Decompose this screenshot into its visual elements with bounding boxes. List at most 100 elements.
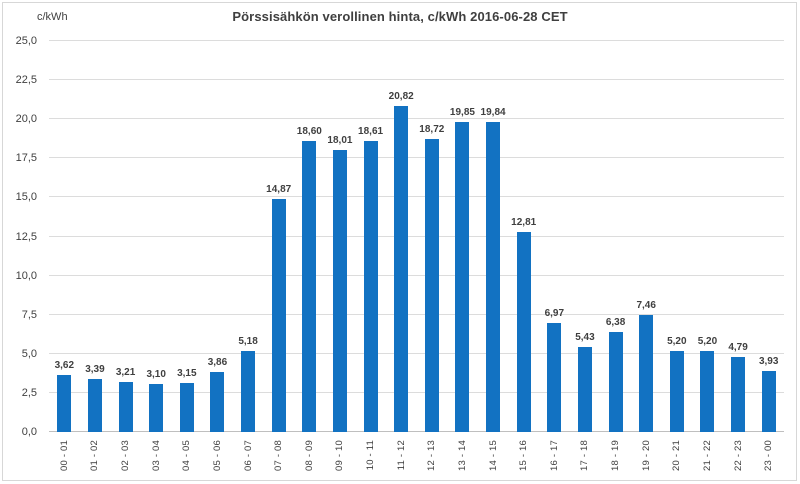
bar-value-label: 3,21 (115, 366, 136, 378)
bar-value-label: 6,38 (605, 317, 626, 329)
bar-slot: 18,60 (294, 41, 325, 432)
gridline (49, 352, 784, 354)
gridline (49, 40, 784, 41)
bar-value-label: 3,86 (207, 356, 228, 368)
plot-area: 3,62 3,39 3,21 3,10 3,15 3,86 5,18 14,87 18,60 18… (49, 40, 784, 432)
bar-value-label: 7,46 (636, 300, 656, 312)
bar-slot: 6,38 (600, 41, 631, 432)
x-tick-label: 06 - 07 (242, 440, 254, 471)
bar-slot: 3,39 (80, 41, 111, 432)
x-tick-cell: 13 - 14 (447, 440, 478, 476)
x-tick-cell: 00 - 01 (49, 440, 80, 476)
gridline (49, 235, 784, 237)
x-tick-cell: 19 - 20 (631, 440, 662, 476)
x-tick-cell: 03 - 04 (141, 440, 172, 476)
x-tick-label: 18 - 19 (610, 440, 622, 471)
bar-slot: 18,61 (355, 41, 386, 432)
gridline (49, 118, 784, 120)
x-tick-label: 00 - 01 (58, 440, 70, 471)
x-tick-cell: 22 - 23 (723, 440, 754, 476)
bar (731, 357, 746, 432)
bar-slot: 14,87 (263, 41, 294, 432)
bar-slot: 5,43 (570, 41, 601, 432)
x-axis-line (49, 431, 784, 432)
x-tick-cell: 16 - 17 (539, 440, 570, 476)
chart-title: Pörssisähkön verollinen hinta, c/kWh 201… (232, 9, 568, 24)
bar-value-label: 12,81 (511, 216, 537, 228)
bar-slot: 3,15 (172, 41, 203, 432)
gridline (49, 274, 784, 276)
x-tick-label: 16 - 17 (548, 440, 560, 471)
x-tick-cell: 23 - 00 (753, 440, 784, 476)
x-tick-label: 21 - 22 (701, 440, 713, 471)
x-tick-label: 23 - 00 (763, 440, 775, 471)
bar (363, 140, 378, 432)
x-tick-cell: 05 - 06 (202, 440, 233, 476)
bar-slot: 20,82 (386, 41, 417, 432)
y-tick-label: 0,0 (21, 426, 37, 438)
bar-value-label: 3,93 (758, 355, 779, 367)
x-tick-cell: 15 - 16 (508, 440, 539, 476)
bar-slot: 5,18 (233, 41, 264, 432)
bar-value-label: 19,85 (449, 106, 475, 118)
y-tick-label: 7,5 (21, 308, 37, 321)
bar (639, 315, 654, 432)
bar (608, 332, 623, 432)
bar-value-label: 3,62 (54, 360, 75, 372)
x-tick-label: 10 - 11 (365, 440, 377, 471)
x-tick-label: 01 - 02 (89, 440, 101, 471)
bar-slot: 3,93 (753, 41, 784, 432)
x-tick-cell: 18 - 19 (600, 440, 631, 476)
bar-slot: 3,10 (141, 41, 172, 432)
x-tick-cell: 09 - 10 (325, 440, 356, 476)
bar-slot: 5,20 (662, 41, 693, 432)
x-tick-label: 13 - 14 (456, 440, 468, 471)
x-tick-cell: 10 - 11 (355, 440, 386, 476)
x-tick-label: 22 - 23 (732, 440, 744, 471)
x-tick-label: 14 - 15 (487, 440, 499, 471)
bar-value-label: 18,61 (358, 125, 384, 137)
bar-slot: 4,79 (723, 41, 754, 432)
bar-slot: 18,72 (417, 41, 448, 432)
bar-slot: 7,46 (631, 41, 662, 432)
gridline (49, 79, 784, 81)
bar (179, 382, 194, 432)
y-tick-label: 25,0 (15, 35, 37, 47)
y-tick-label: 22,5 (15, 74, 37, 87)
x-tick-label: 02 - 03 (120, 440, 132, 471)
bar (516, 231, 531, 432)
bar (547, 323, 562, 432)
y-tick-label: 2,5 (21, 386, 37, 399)
gridline (49, 391, 784, 393)
bar-value-label: 5,18 (238, 336, 258, 347)
x-tick-cell: 20 - 21 (662, 440, 693, 476)
y-tick-label: 5,0 (21, 347, 37, 360)
x-tick-cell: 14 - 15 (478, 440, 509, 476)
x-tick-cell: 04 - 05 (172, 440, 203, 476)
bar-value-label: 6,97 (544, 308, 565, 319)
bar-slot: 19,84 (478, 41, 509, 432)
x-tick-cell: 07 - 08 (263, 440, 294, 476)
bar-slot: 6,97 (539, 41, 570, 432)
x-tick-label: 19 - 20 (640, 440, 652, 471)
bar-value-label: 5,43 (575, 332, 595, 344)
bar-slot: 18,01 (325, 41, 356, 432)
bar (332, 150, 347, 432)
bar-slot: 5,20 (692, 41, 723, 432)
bars-row: 3,62 3,39 3,21 3,10 3,15 3,86 5,18 14,87 18,60 18… (49, 41, 784, 432)
y-tick-label: 20,0 (15, 113, 37, 126)
bar-value-label: 18,01 (327, 135, 353, 147)
bar (486, 121, 501, 432)
x-tick-label: 05 - 06 (211, 440, 223, 471)
x-tick-cell: 01 - 02 (80, 440, 111, 476)
bar (455, 121, 470, 432)
bar (210, 371, 225, 432)
bar-slot: 3,62 (49, 41, 80, 432)
y-axis-ticks: 0,0 2,5 5,0 7,5 10,0 12,5 15,0 17,5 20,0 22,5 25,0 (0, 35, 44, 438)
bar-value-label: 4,79 (728, 342, 748, 354)
bar (424, 139, 439, 432)
bar (241, 351, 256, 432)
x-tick-label: 09 - 10 (334, 440, 346, 471)
x-tick-label: 17 - 18 (579, 440, 591, 471)
x-tick-cell: 06 - 07 (233, 440, 264, 476)
